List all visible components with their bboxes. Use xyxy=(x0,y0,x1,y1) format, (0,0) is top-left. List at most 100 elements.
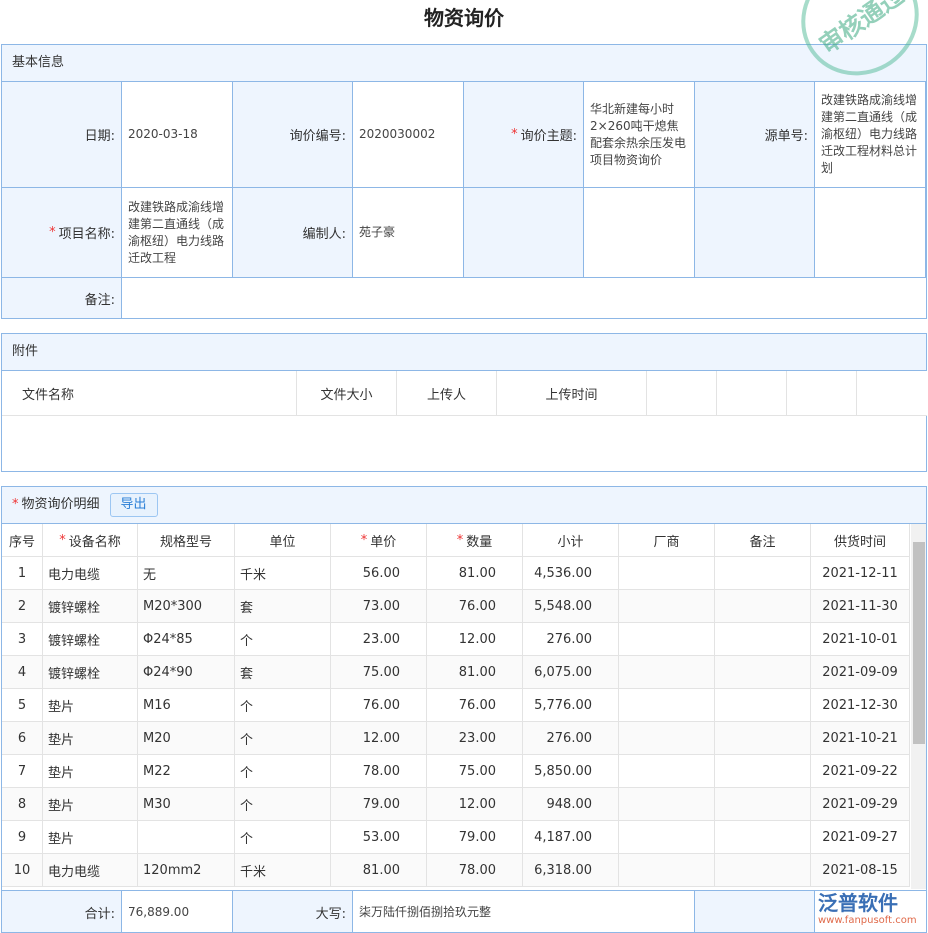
cell-remark[interactable] xyxy=(715,755,811,788)
cell-unit[interactable]: 个 xyxy=(235,623,331,656)
cell-price[interactable]: 76.00 xyxy=(331,689,427,722)
cell-name[interactable]: 垫片 xyxy=(43,821,138,854)
cell-qty[interactable]: 23.00 xyxy=(427,722,523,755)
cell-subtotal[interactable]: 4,187.00 xyxy=(523,821,619,854)
cell-supply-date[interactable]: 2021-10-21 xyxy=(811,722,910,755)
cell-price[interactable]: 56.00 xyxy=(331,557,427,590)
cell-unit[interactable]: 千米 xyxy=(235,557,331,590)
cell-subtotal[interactable]: 948.00 xyxy=(523,788,619,821)
project-field[interactable]: 改建铁路成渝线增建第二直通线（成渝枢纽）电力线路迁改工程 xyxy=(122,188,233,278)
editor-field[interactable]: 苑子豪 xyxy=(353,188,464,278)
cell-subtotal[interactable]: 4,536.00 xyxy=(523,557,619,590)
cell-vendor[interactable] xyxy=(619,623,715,656)
cell-unit[interactable]: 千米 xyxy=(235,854,331,887)
cell-remark[interactable] xyxy=(715,788,811,821)
cell-remark[interactable] xyxy=(715,689,811,722)
cell-vendor[interactable] xyxy=(619,788,715,821)
cell-unit[interactable]: 个 xyxy=(235,788,331,821)
cell-remark[interactable] xyxy=(715,722,811,755)
cell-remark[interactable] xyxy=(715,821,811,854)
cell-spec[interactable] xyxy=(138,821,235,854)
cell-supply-date[interactable]: 2021-08-15 xyxy=(811,854,910,887)
cell-vendor[interactable] xyxy=(619,722,715,755)
cell-supply-date[interactable]: 2021-12-30 xyxy=(811,689,910,722)
cell-name[interactable]: 镀锌螺栓 xyxy=(43,590,138,623)
cell-remark[interactable] xyxy=(715,623,811,656)
cell-qty[interactable]: 78.00 xyxy=(427,854,523,887)
cell-vendor[interactable] xyxy=(619,557,715,590)
cell-price[interactable]: 23.00 xyxy=(331,623,427,656)
cell-qty[interactable]: 76.00 xyxy=(427,689,523,722)
cell-spec[interactable]: 无 xyxy=(138,557,235,590)
cell-subtotal[interactable]: 5,548.00 xyxy=(523,590,619,623)
cell-subtotal[interactable]: 6,318.00 xyxy=(523,854,619,887)
cell-subtotal[interactable]: 6,075.00 xyxy=(523,656,619,689)
cell-qty[interactable]: 75.00 xyxy=(427,755,523,788)
cell-supply-date[interactable]: 2021-09-22 xyxy=(811,755,910,788)
scrollbar[interactable] xyxy=(911,524,926,889)
cell-qty[interactable]: 12.00 xyxy=(427,788,523,821)
cell-supply-date[interactable]: 2021-10-01 xyxy=(811,623,910,656)
cell-vendor[interactable] xyxy=(619,590,715,623)
cell-subtotal[interactable]: 276.00 xyxy=(523,623,619,656)
scrollbar-thumb[interactable] xyxy=(913,542,925,744)
cell-supply-date[interactable]: 2021-09-29 xyxy=(811,788,910,821)
cell-remark[interactable] xyxy=(715,557,811,590)
date-field[interactable]: 2020-03-18 xyxy=(122,82,233,188)
cell-name[interactable]: 垫片 xyxy=(43,788,138,821)
cell-price[interactable]: 53.00 xyxy=(331,821,427,854)
cell-unit[interactable]: 个 xyxy=(235,821,331,854)
inquiry-no-field[interactable]: 2020030002 xyxy=(353,82,464,188)
cell-name[interactable]: 镀锌螺栓 xyxy=(43,623,138,656)
source-no-field[interactable]: 改建铁路成渝线增建第二直通线（成渝枢纽）电力线路迁改工程材料总计划 xyxy=(815,82,926,188)
cell-spec[interactable]: M20*300 xyxy=(138,590,235,623)
cell-remark[interactable] xyxy=(715,656,811,689)
cell-name[interactable]: 电力电缆 xyxy=(43,557,138,590)
cell-spec[interactable]: 120mm2 xyxy=(138,854,235,887)
cell-price[interactable]: 75.00 xyxy=(331,656,427,689)
cell-vendor[interactable] xyxy=(619,821,715,854)
cell-spec[interactable]: Φ24*85 xyxy=(138,623,235,656)
export-button[interactable]: 导出 xyxy=(109,492,158,517)
cell-name[interactable]: 垫片 xyxy=(43,755,138,788)
cell-supply-date[interactable]: 2021-09-09 xyxy=(811,656,910,689)
cell-unit[interactable]: 套 xyxy=(235,590,331,623)
cell-name[interactable]: 垫片 xyxy=(43,689,138,722)
cell-unit[interactable]: 个 xyxy=(235,722,331,755)
cell-name[interactable]: 电力电缆 xyxy=(43,854,138,887)
subject-field[interactable]: 华北新建每小时2×260吨干熄焦配套余热余压发电项目物资询价 xyxy=(584,82,695,188)
cell-name[interactable]: 镀锌螺栓 xyxy=(43,656,138,689)
cell-price[interactable]: 79.00 xyxy=(331,788,427,821)
cell-spec[interactable]: M20 xyxy=(138,722,235,755)
cell-qty[interactable]: 12.00 xyxy=(427,623,523,656)
cell-price[interactable]: 73.00 xyxy=(331,590,427,623)
cell-supply-date[interactable]: 2021-11-30 xyxy=(811,590,910,623)
cell-qty[interactable]: 81.00 xyxy=(427,656,523,689)
cell-unit[interactable]: 个 xyxy=(235,689,331,722)
cell-spec[interactable]: M22 xyxy=(138,755,235,788)
cell-spec[interactable]: Φ24*90 xyxy=(138,656,235,689)
cell-price[interactable]: 12.00 xyxy=(331,722,427,755)
cell-qty[interactable]: 81.00 xyxy=(427,557,523,590)
cell-vendor[interactable] xyxy=(619,755,715,788)
cell-remark[interactable] xyxy=(715,854,811,887)
cell-subtotal[interactable]: 5,850.00 xyxy=(523,755,619,788)
cell-vendor[interactable] xyxy=(619,689,715,722)
cell-vendor[interactable] xyxy=(619,854,715,887)
cell-supply-date[interactable]: 2021-09-27 xyxy=(811,821,910,854)
cell-qty[interactable]: 79.00 xyxy=(427,821,523,854)
cell-spec[interactable]: M16 xyxy=(138,689,235,722)
cell-unit[interactable]: 套 xyxy=(235,656,331,689)
cell-subtotal[interactable]: 276.00 xyxy=(523,722,619,755)
cell-vendor[interactable] xyxy=(619,656,715,689)
cell-qty[interactable]: 76.00 xyxy=(427,590,523,623)
cell-remark[interactable] xyxy=(715,590,811,623)
cell-subtotal[interactable]: 5,776.00 xyxy=(523,689,619,722)
cell-supply-date[interactable]: 2021-12-11 xyxy=(811,557,910,590)
remark-field[interactable] xyxy=(122,278,926,318)
cell-price[interactable]: 81.00 xyxy=(331,854,427,887)
cell-name[interactable]: 垫片 xyxy=(43,722,138,755)
cell-price[interactable]: 78.00 xyxy=(331,755,427,788)
cell-spec[interactable]: M30 xyxy=(138,788,235,821)
cell-unit[interactable]: 个 xyxy=(235,755,331,788)
